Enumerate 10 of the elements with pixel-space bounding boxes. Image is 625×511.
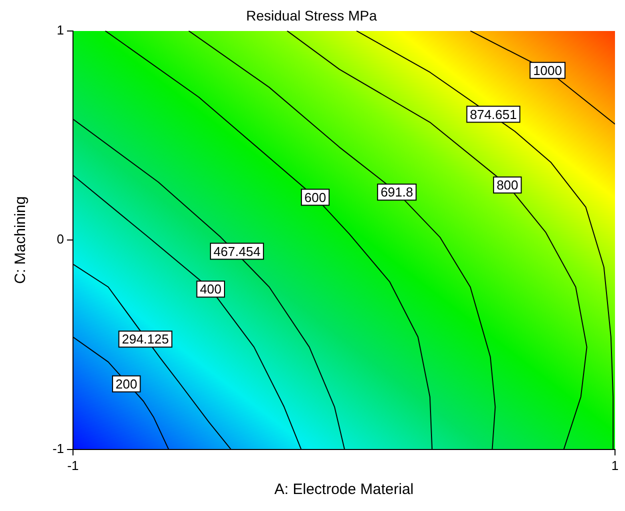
chart-title: Residual Stress MPa	[246, 7, 378, 24]
y-tick-label: 1	[56, 22, 64, 38]
x-axis-title: A: Electrode Material	[274, 481, 414, 498]
annotation: 294.125	[122, 332, 169, 347]
y-axis-title: C: Machining	[12, 196, 30, 284]
annotation: 200	[116, 376, 138, 392]
y-tick-label: 0	[56, 232, 64, 247]
annotation: 467.454	[213, 244, 260, 259]
annotation: 874.651	[470, 106, 517, 122]
y-tick-label: -1	[52, 440, 64, 456]
